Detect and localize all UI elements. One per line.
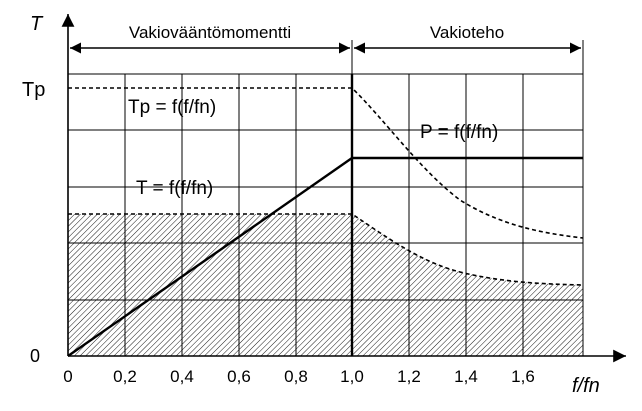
- x-tick-label: 0,6: [227, 367, 251, 386]
- x-tick-label: 0,8: [284, 367, 308, 386]
- lower-dashed-curve: [68, 213, 584, 286]
- y-axis-label: T: [30, 13, 44, 35]
- grid: [68, 40, 584, 356]
- tp-axis-label: Tp: [22, 79, 45, 101]
- x-tick-label: 1,6: [511, 367, 535, 386]
- zero-axis-label: 0: [30, 346, 40, 366]
- t-equation: T = f(f/fn): [136, 178, 213, 199]
- x-tick-label: 0: [63, 367, 72, 386]
- x-tick-label: 1,0: [340, 367, 364, 386]
- x-tick-label: 0,2: [113, 367, 137, 386]
- x-tick-label: 1,4: [454, 367, 478, 386]
- tp-equation: Tp = f(f/fn): [128, 97, 216, 118]
- p-equation: P = f(f/fn): [420, 122, 498, 143]
- x-tick-label: 1,2: [397, 367, 421, 386]
- x-tick-labels: 0 0,2 0,4 0,6 0,8 1,0 1,2 1,4 1,6: [63, 367, 535, 386]
- x-axis-label: f/fn: [572, 375, 600, 397]
- region-label-constant-power: Vakioteho: [430, 23, 504, 42]
- x-tick-label: 0,4: [170, 367, 194, 386]
- tp-curve: [68, 87, 584, 239]
- torque-line: [67, 157, 353, 357]
- region-label-constant-torque: Vakiovääntömomentti: [129, 23, 291, 42]
- hatched-region: [68, 214, 583, 356]
